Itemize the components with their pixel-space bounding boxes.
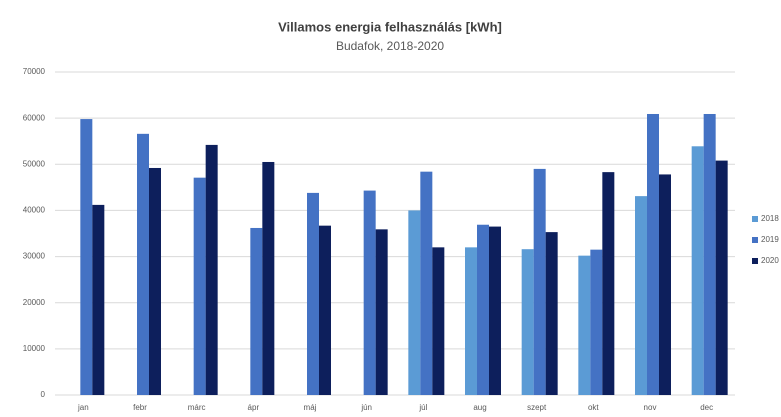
bar [375,229,388,395]
legend-swatch [752,258,758,264]
x-tick-label: ápr [248,403,260,412]
bar [465,247,477,395]
bar [137,133,149,395]
x-tick-label: jún [360,403,372,412]
bar [262,161,275,395]
bar [647,113,659,396]
y-tick-label: 40000 [23,206,46,215]
y-tick-label: 20000 [23,298,46,307]
bar [477,224,489,395]
bar [92,204,105,395]
legend-label: 2020 [761,256,779,265]
x-tick-label: aug [473,403,486,412]
y-tick-label: 0 [41,390,46,399]
bar [715,160,728,395]
y-tick-label: 50000 [23,159,46,168]
x-tick-label: nov [644,403,657,412]
legend-swatch [752,237,758,243]
bar [602,172,615,395]
bar [420,171,433,395]
x-tick-label: márc [188,403,206,412]
bar [703,113,716,396]
bar [489,226,501,395]
legend-swatch [752,216,758,222]
chart-subtitle: Budafok, 2018-2020 [336,39,444,53]
bar [363,190,376,395]
bar [533,168,546,395]
y-tick-label: 10000 [23,344,46,353]
y-tick-label: 60000 [23,113,46,122]
bar [521,249,534,395]
x-tick-label: máj [304,403,317,412]
bar [193,177,206,395]
bar [250,227,263,395]
x-tick-label: júl [418,403,427,412]
x-tick-label: febr [133,403,147,412]
bar [659,174,671,395]
bar [205,144,218,395]
bar [408,210,421,395]
bar [545,232,558,395]
x-tick-label: dec [700,403,713,412]
bar [432,247,445,395]
y-tick-label: 30000 [23,252,46,261]
bar [80,119,93,396]
bar [319,225,331,395]
x-tick-label: szept [527,403,547,412]
bar [149,167,161,395]
legend-label: 2019 [761,235,779,244]
bar [635,196,647,395]
bar [578,255,591,395]
bar [590,249,603,395]
chart-title: Villamos energia felhasználás [kWh] [278,19,502,34]
bar [307,192,319,395]
x-tick-label: jan [77,403,89,412]
bar [691,146,704,395]
legend-label: 2018 [761,214,779,223]
y-tick-label: 70000 [23,67,46,76]
x-tick-label: okt [588,403,599,412]
